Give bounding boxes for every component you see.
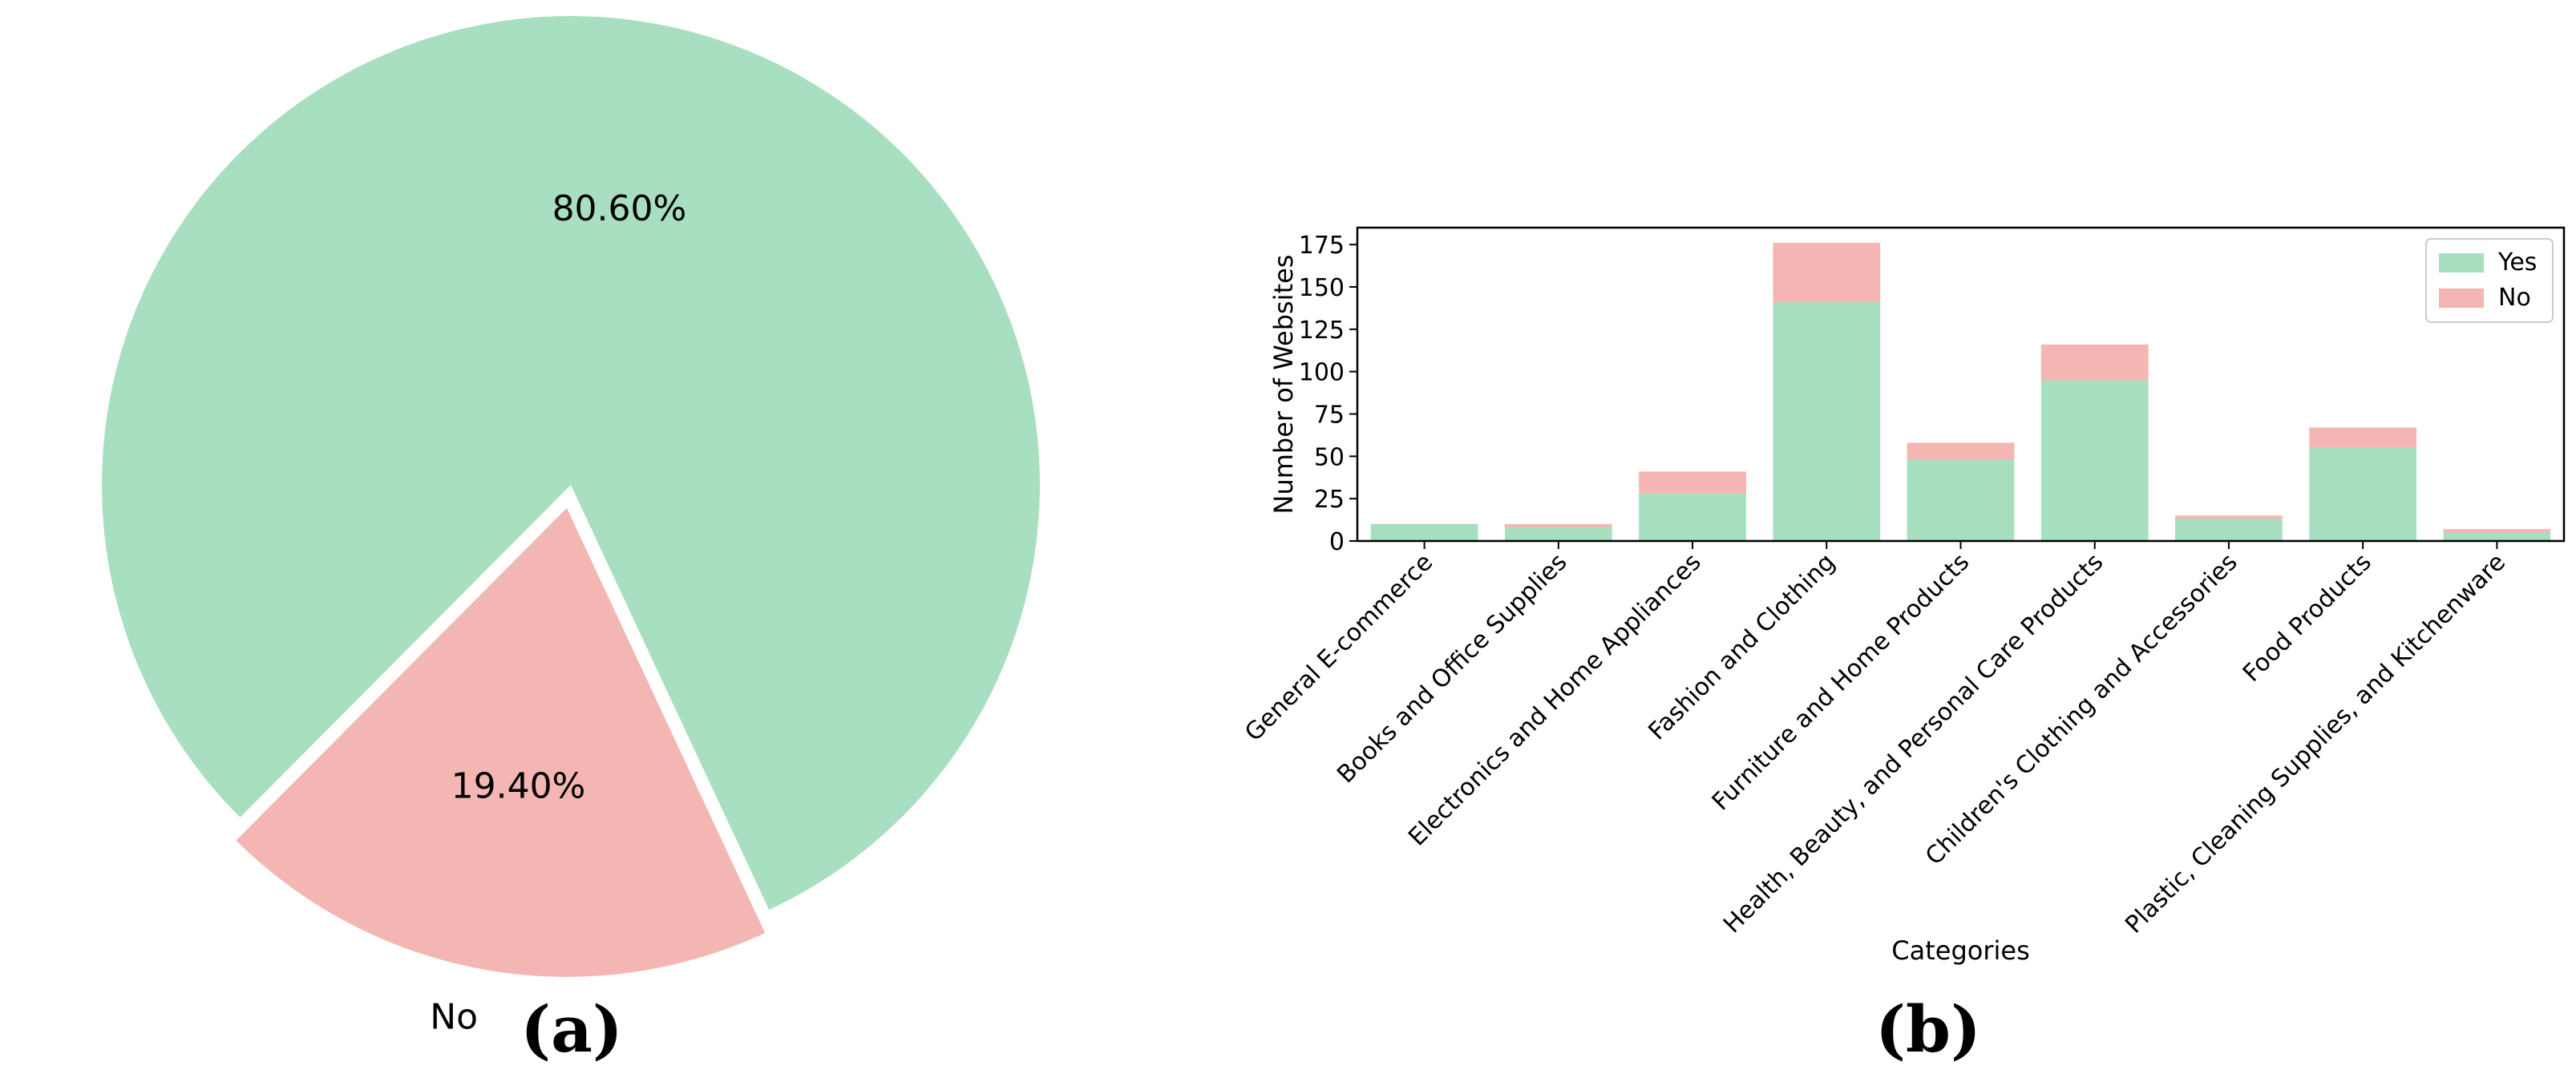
bar-yes: [1773, 301, 1881, 541]
bar-no: [2175, 515, 2283, 519]
x-tick-label: Food Products: [2238, 548, 2377, 688]
bar-no: [1504, 523, 1612, 528]
y-tick-label: 0: [1329, 528, 1345, 556]
bar-yes: [2309, 447, 2417, 541]
bar-no: [1773, 243, 1881, 302]
y-tick-label: 125: [1299, 317, 1345, 345]
y-tick-label: 100: [1299, 359, 1345, 387]
pie-value-label-yes: 80.60%: [552, 188, 687, 229]
bar-no: [2443, 529, 2551, 533]
x-tick-label: Furniture and Home Products: [1707, 548, 1975, 816]
pie-category-label-no: No: [430, 997, 478, 1038]
legend-label-yes: Yes: [2497, 248, 2537, 277]
bar-yes: [2175, 519, 2283, 541]
bar-yes: [2040, 380, 2149, 541]
legend-swatch-yes: [2439, 253, 2484, 273]
bar-yes: [1639, 493, 1746, 541]
bar-yes: [2443, 532, 2551, 541]
y-tick-label: 75: [1314, 401, 1345, 429]
x-tick-label: Children's Clothing and Accessories: [1920, 548, 2243, 871]
y-tick-label: 25: [1314, 486, 1345, 514]
bar-no: [2040, 344, 2149, 381]
y-axis-label: Number of Websites: [1268, 255, 1299, 515]
y-tick-label: 175: [1299, 232, 1345, 260]
bar-yes: [1907, 459, 2015, 541]
bar-yes: [1370, 523, 1478, 541]
legend-swatch-no: [2439, 289, 2484, 308]
x-tick-label: Electronics and Home Appliances: [1403, 548, 1707, 852]
bar-no: [2309, 427, 2417, 448]
panel-b-label: (b): [1875, 991, 1981, 1067]
bar-yes: [1504, 527, 1612, 541]
x-tick-label: Books and Office Supplies: [1332, 548, 1572, 789]
pie-slice-yes: [102, 16, 1041, 910]
legend-label-no: No: [2498, 284, 2531, 312]
y-tick-label: 150: [1299, 274, 1345, 302]
y-tick-label: 50: [1314, 443, 1345, 471]
x-axis-label: Categories: [1891, 935, 2029, 966]
panel-a-label: (a): [520, 991, 623, 1067]
pie-value-label-no: 19.40%: [451, 766, 586, 807]
bar-no: [1639, 471, 1746, 494]
pie-slice-no: [236, 507, 766, 977]
bar-no: [1907, 442, 2015, 460]
pie-chart: 80.60%Yes19.40%No: [102, 16, 1041, 1038]
